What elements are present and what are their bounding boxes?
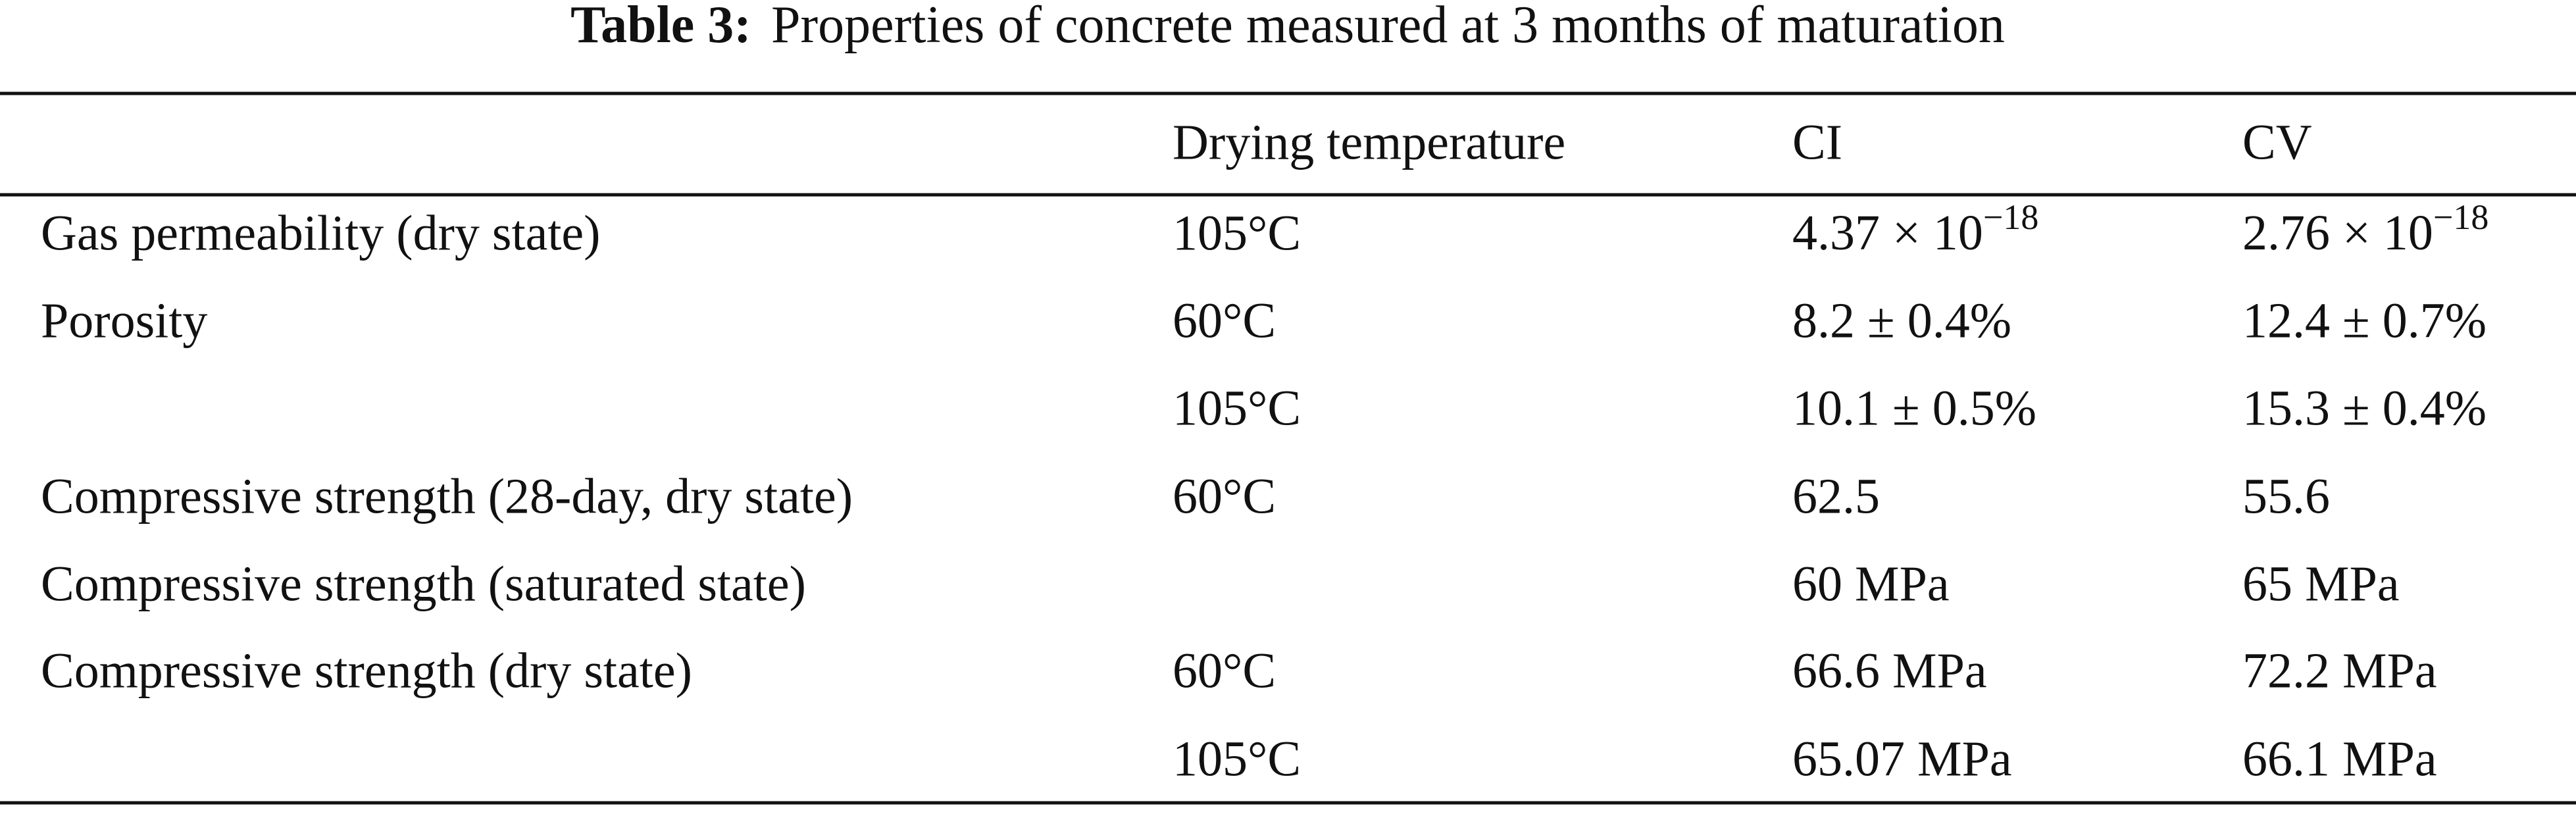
table-cell: 60 MPa (1792, 556, 1950, 611)
header-cell: Drying temperature (1173, 114, 1565, 170)
header-cell: CV (2242, 114, 2312, 170)
table-cell: 72.2 MPa (2242, 643, 2437, 698)
table-cell: 105°C (1173, 205, 1301, 261)
table-caption: Table 3: Properties of concrete measured … (570, 0, 2005, 54)
caption-label: Table 3: (570, 0, 751, 54)
table-cell: 4.37 × 10−18 (1792, 197, 2038, 261)
header-cell: CI (1792, 114, 1842, 170)
table-cell: 55.6 (2242, 469, 2330, 524)
table-cell: Compressive strength (saturated state) (41, 556, 806, 611)
table-cell: 15.3 ± 0.4% (2242, 380, 2487, 436)
cell-base: 2.76 × 10 (2242, 205, 2433, 261)
table-cell: 65 MPa (2242, 556, 2400, 611)
cell-exponent: −18 (1983, 197, 2038, 237)
cell-base: 4.37 × 10 (1792, 205, 1983, 261)
table-cell: 8.2 ± 0.4% (1792, 293, 2011, 348)
table-cell: 66.6 MPa (1792, 643, 1987, 698)
table-cell: Compressive strength (28-day, dry state) (41, 469, 853, 524)
table-cell: 2.76 × 10−18 (2242, 197, 2488, 261)
table-cell: 62.5 (1792, 469, 1880, 524)
table-cell: 12.4 ± 0.7% (2242, 293, 2487, 348)
table-cell: 60°C (1173, 469, 1276, 524)
table-cell: 65.07 MPa (1792, 731, 2012, 786)
caption-text: Properties of concrete measured at 3 mon… (771, 0, 2005, 54)
cell-exponent: −18 (2433, 197, 2488, 237)
table-cell: 105°C (1173, 380, 1301, 436)
table-cell: 105°C (1173, 731, 1301, 786)
table-cell: Porosity (41, 293, 207, 348)
table-cell: Compressive strength (dry state) (41, 643, 692, 698)
table-cell: Gas permeability (dry state) (41, 205, 600, 261)
table-cell: 60°C (1173, 293, 1276, 348)
table-cell: 66.1 MPa (2242, 731, 2437, 786)
table-cell: 60°C (1173, 643, 1276, 698)
table-cell: 10.1 ± 0.5% (1792, 380, 2036, 436)
